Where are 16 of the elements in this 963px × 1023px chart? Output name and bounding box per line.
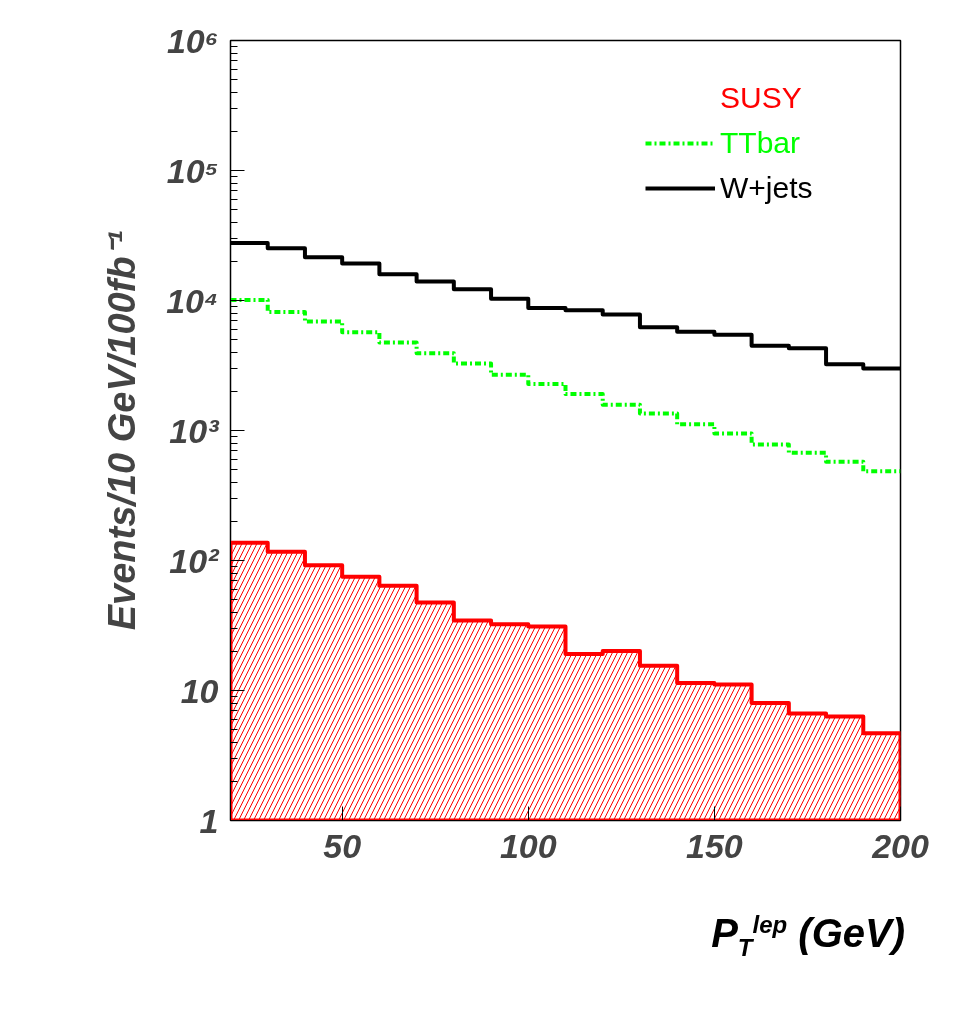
y-tick-label: 10⁴ <box>166 281 219 320</box>
x-tick-label: 100 <box>499 826 557 865</box>
x-axis-title: P$_{T}$$^{lep}$ (GeV) <box>710 909 905 963</box>
legend-label: W+jets <box>720 171 813 205</box>
y-tick-label: 10 <box>180 671 219 710</box>
text: SUSY <box>720 81 802 115</box>
legend-label: TTbar <box>720 126 801 160</box>
x-tick-label: 200 <box>871 826 929 865</box>
y-tick-label: 1 <box>199 801 219 840</box>
x-tick-label: 150 <box>686 826 743 865</box>
x-tick-label: 50 <box>323 826 362 865</box>
y-axis-title: Events/10 GeV/100fb⁻¹ <box>101 230 144 631</box>
y-tick-label: 10⁵ <box>166 151 219 190</box>
y-tick-label: 10⁶ <box>166 21 219 60</box>
y-tick-label: 10² <box>169 541 221 580</box>
y-tick-label: 10³ <box>169 411 221 450</box>
